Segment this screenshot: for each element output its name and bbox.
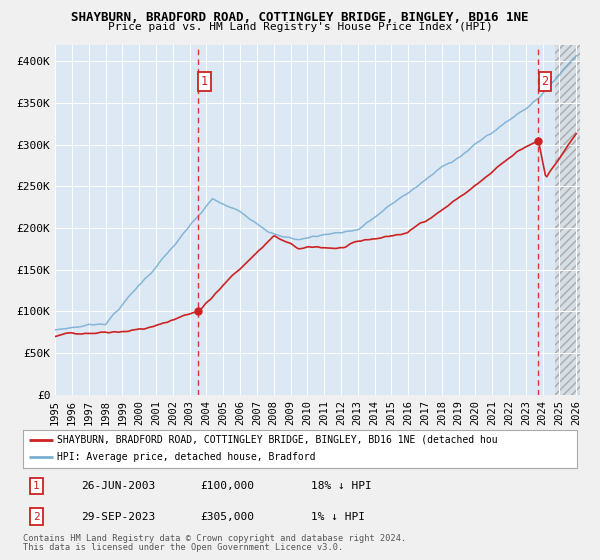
Text: 1: 1	[201, 75, 208, 88]
Text: This data is licensed under the Open Government Licence v3.0.: This data is licensed under the Open Gov…	[23, 543, 343, 552]
Text: 2: 2	[541, 75, 548, 88]
Text: Price paid vs. HM Land Registry's House Price Index (HPI): Price paid vs. HM Land Registry's House …	[107, 22, 493, 32]
Text: SHAYBURN, BRADFORD ROAD, COTTINGLEY BRIDGE, BINGLEY, BD16 1NE (detached hou: SHAYBURN, BRADFORD ROAD, COTTINGLEY BRID…	[57, 435, 498, 445]
Text: £305,000: £305,000	[200, 512, 254, 521]
Text: 1% ↓ HPI: 1% ↓ HPI	[311, 512, 365, 521]
Text: 2: 2	[33, 512, 40, 521]
Text: 26-JUN-2003: 26-JUN-2003	[81, 481, 155, 491]
Bar	[555, 45, 580, 395]
Text: HPI: Average price, detached house, Bradford: HPI: Average price, detached house, Brad…	[57, 452, 316, 463]
Text: 29-SEP-2023: 29-SEP-2023	[81, 512, 155, 521]
Text: 1: 1	[33, 481, 40, 491]
Bar	[555, 45, 580, 395]
Text: SHAYBURN, BRADFORD ROAD, COTTINGLEY BRIDGE, BINGLEY, BD16 1NE: SHAYBURN, BRADFORD ROAD, COTTINGLEY BRID…	[71, 11, 529, 24]
Text: Contains HM Land Registry data © Crown copyright and database right 2024.: Contains HM Land Registry data © Crown c…	[23, 534, 406, 543]
Text: £100,000: £100,000	[200, 481, 254, 491]
Text: 18% ↓ HPI: 18% ↓ HPI	[311, 481, 372, 491]
